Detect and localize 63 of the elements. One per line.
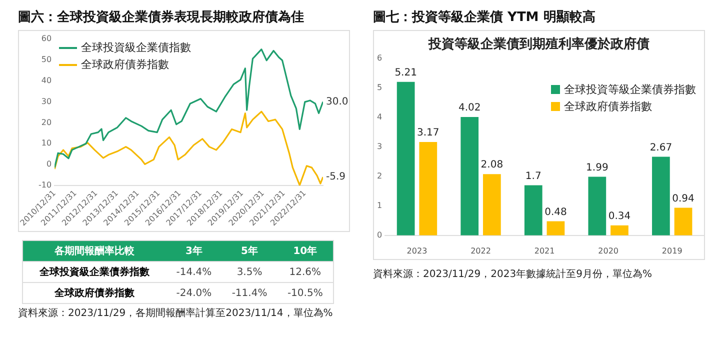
y-tick-label: 6 [376,54,382,63]
y-tick-label: 0 [46,160,52,169]
y-tick-label: 10 [41,138,52,148]
x-tick-label: 2021 [534,246,555,256]
y-tick-label: 4 [376,112,382,122]
bar [610,225,628,236]
data-label: 5.21 [394,67,417,78]
bar [546,221,565,236]
bar [674,208,692,236]
y-tick-label: 5 [376,83,382,92]
data-label: 0.34 [608,210,631,222]
x-tick-label: 2020 [598,246,619,256]
annotation: 30.0 [326,96,348,108]
bar [460,116,479,236]
source-note: 資料來源：2023/11/29，各期間報酬率計算至2023/11/14，單位為% [18,307,334,320]
text: 全球政府債券指數 [22,282,166,304]
data-label: -11.4% [222,282,278,304]
bar [524,185,542,236]
chart-title: 圖六：全球投資級企業債券表現長期較政府債為佳 [17,8,305,27]
text: 全球投資級企業債券指數 [22,262,166,282]
data-label: 2.08 [480,160,504,171]
y-tick-label: 0 [376,230,382,240]
category-label: 5年 [240,244,259,259]
chart-subtitle: 投資等級企業債到期殖利率優於政府債 [428,36,650,52]
bar [588,176,606,236]
data-label: 3.5% [222,262,278,282]
y-tick-label: 3 [376,142,382,152]
bar [482,174,501,236]
data-label: 0.48 [544,206,567,218]
data-label: -24.0% [166,282,222,304]
bar [396,82,415,236]
y-tick-label: 2 [376,172,382,181]
data-label: 2.67 [650,142,672,154]
data-label: 1.7 [525,170,542,182]
bar [419,142,438,236]
legend-label: 全球投資等級企業債券指數 [564,82,696,98]
y-tick-label: -10 [38,180,52,190]
y-tick-label: 20 [41,118,52,127]
y-tick-label: 1 [376,201,382,210]
x-tick-label: 2022 [470,246,491,256]
category-label: 10年 [292,244,318,259]
data-label: 4.02 [458,102,481,114]
data-label: 3.17 [417,128,440,139]
text: 各期間報酬率比較 [54,244,136,259]
bar [652,156,670,236]
legend-label: 全球政府債券指數 [81,57,169,73]
source-note: 資料來源：2023/11/29，2023年數據統計至9月份，單位為% [373,268,653,281]
data-label: -10.5% [277,282,334,304]
data-label: 0.94 [672,193,694,204]
legend-label: 全球政府債券指數 [564,99,652,115]
y-tick-label: 50 [41,54,52,64]
y-tick-label: 30 [41,96,52,106]
y-tick-label: 40 [41,76,52,85]
x-tick-label: 2019 [662,246,682,256]
data-label: -14.4% [166,262,222,282]
x-tick-label: 2023 [406,246,428,256]
legend-label: 全球投資級企業債指數 [81,40,191,56]
y-tick-label: 60 [41,34,52,43]
category-label: 3年 [184,244,204,259]
annotation: -5.9 [326,172,346,183]
data-label: 12.6% [277,262,334,282]
data-label: 1.99 [586,162,608,174]
chart-title: 圖七：投資等級企業債 YTM 明顯較高 [372,8,596,27]
